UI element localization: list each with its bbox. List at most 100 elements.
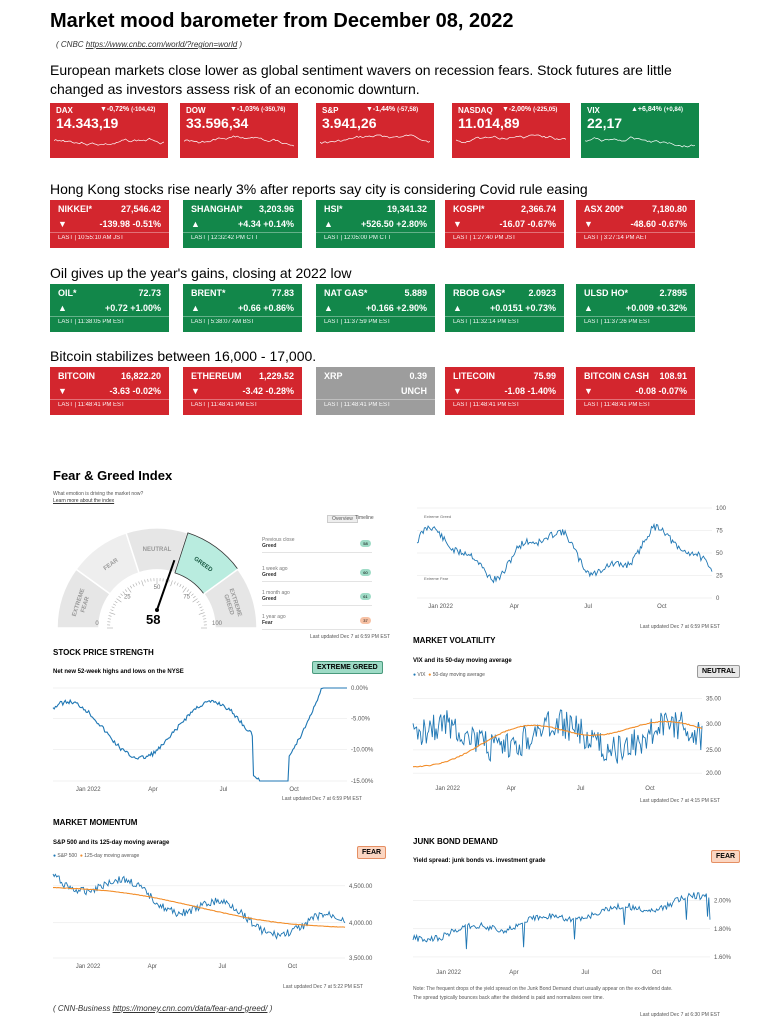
index-card-nasdaq[interactable]: NASDAQ ▼-2,00% (-225,05) 11.014,89 [452,103,570,158]
quote-price: 2.0923 [528,288,556,298]
quote-divider [576,232,695,233]
sp500-125day-ma-line [53,886,346,928]
quote-change: +0.0151 +0.73% [489,303,556,313]
gauge-scale-label: 0 [95,621,99,627]
quote-name: ETHEREUM [191,371,242,381]
quote-updated: LAST | 11:32:14 PM EST [453,319,520,325]
cnbc-link[interactable]: https://www.cnbc.com/world/?region=world [85,40,238,49]
quote-card-hsi[interactable]: HSI* 19,341.32 ▲ +526.50 +2.80% LAST | 12:05… [316,200,435,248]
gauge-tick [170,580,173,587]
gauge-tick [198,612,205,615]
quote-arrow-icon: ▲ [324,219,333,229]
quote-card-xrp[interactable]: XRP 0.39 UNCH LAST | 11:48:41 PM EST [316,367,435,415]
gauge-scale-label: 100 [212,621,223,627]
quote-updated: LAST | 11:48:41 PM EST [453,402,520,408]
quote-price: 77.83 [271,288,294,298]
x-tick-label: Jan 2022 [436,970,461,976]
stock-strength-chart: 0.00% -5.00% -10.00% -15.00% Jan 2022 Apr Jul O… [52,686,374,793]
gauge-scale-label: 50 [154,585,161,591]
quote-updated: LAST | 5:38:07 AM BST [191,319,255,325]
quote-card-brent[interactable]: BRENT* 77.83 ▲ +0.66 +0.86% LAST | 5:38:07 A… [183,284,302,332]
momentum-updated: Last updated Dec 7 at 5:22 PM EST [283,984,364,990]
quote-card-ethereum[interactable]: ETHEREUM 1,229.52 ▼ -3.42 -0.28% LAST | 11:4… [183,367,302,415]
index-card-dax[interactable]: DAX ▼-0,72% (-104,42) 14.343,19 [50,103,168,158]
quote-arrow-icon: ▲ [191,219,200,229]
quote-arrow-icon: ▲ [453,303,462,313]
y-tick-label: 75 [716,529,723,535]
quote-arrow-icon: ▼ [584,386,593,396]
history-rating: Greed [262,543,277,549]
quote-card-litecoin[interactable]: LITECOIN 75.99 ▼ -1.08 -1.40% LAST | 11:48:4… [445,367,564,415]
quote-card-oil[interactable]: OIL* 72.73 ▲ +0.72 +1.00% LAST | 11:38:05 PM… [50,284,169,332]
y-tick-label: 1.80% [714,927,732,933]
gauge-tick [110,609,114,611]
quote-name: RBOB GAS* [453,288,506,298]
gauge-tick [198,603,201,606]
quote-change: -1.08 -1.40% [504,386,556,396]
index-change: ▲+6,84% (+0,84) [631,106,684,113]
y-tick-label: 4,500.00 [349,884,373,890]
y-tick-label: -10.00% [351,747,374,753]
x-tick-label: Jul [577,786,585,792]
quote-name: ULSD HO* [584,288,629,298]
index-card-vix[interactable]: VIX ▲+6,84% (+0,84) 22,17 [581,103,699,158]
stock-strength-updated: Last updated Dec 7 at 6:59 PM EST [282,796,363,802]
history-label: 1 year ago [262,614,286,620]
quote-arrow-icon: ▼ [58,386,67,396]
learn-more-link[interactable]: Learn more about the index [53,498,115,504]
index-card-sp[interactable]: S&P ▼-1,44% (-57,58) 3.941,26 [316,103,434,158]
gauge-tick [107,618,111,620]
quote-card-kospi[interactable]: KOSPI* 2,366.74 ▼ -16.07 -0.67% LAST | 1:27:… [445,200,564,248]
quote-change: +526.50 +2.80% [360,219,427,229]
junk-note-2: The spread typically bounces back after … [413,995,604,1001]
history-label: 1 week ago [262,566,288,572]
fear-greed-value: 58 [146,612,161,627]
tab-overview[interactable]: Overview [327,515,358,523]
x-tick-label: Jan 2022 [76,964,101,970]
x-tick-label: Oct [652,970,662,976]
quote-card-nikkei[interactable]: NIKKEI* 27,546.42 ▼ -139.98 -0.51% LAST | 10… [50,200,169,248]
quote-card-shanghai[interactable]: SHANGHAI* 3,203.96 ▲ +4.34 +0.14% LAST | 12:… [183,200,302,248]
quote-card-natgas[interactable]: NAT GAS* 5.889 ▲ +0.166 +2.90% LAST | 11:37:… [316,284,435,332]
quote-name: KOSPI* [453,204,485,214]
quote-card-asx200[interactable]: ASX 200* 7,180.80 ▼ -48.60 -0.67% LAST | 3:2… [576,200,695,248]
x-tick-label: Oct [289,787,299,793]
stock-strength-title: STOCK PRICE STRENGTH [53,648,154,657]
stock-strength-subtitle: Net new 52-week highs and lows on the NY… [53,669,184,675]
quote-divider [576,399,695,400]
gauge-tick [191,593,194,597]
quote-card-ulsdho[interactable]: ULSD HO* 2.7895 ▲ +0.009 +0.32% LAST | 11:37… [576,284,695,332]
history-rating: Fear [262,620,273,626]
history-rating: Greed [262,596,277,602]
gauge-scale-label: 75 [183,594,190,600]
quote-change: -0.08 -0.07% [635,386,687,396]
quote-updated: LAST | 11:38:05 PM EST [58,319,125,325]
quote-arrow-icon: ▲ [58,303,67,313]
junk-updated: Last updated Dec 7 at 6:30 PM EST [640,1012,721,1018]
quote-arrow-icon: ▼ [584,219,593,229]
cnn-link[interactable]: https://money.cnn.com/data/fear-and-gree… [112,1004,268,1013]
x-tick-label: Jan 2022 [76,787,101,793]
quote-updated: LAST | 10:55:10 AM JST [58,235,124,241]
gauge-scale: 0 25 50 75 100 [95,578,223,629]
gauge-tick [122,591,126,594]
gauge-tick [165,578,167,582]
fear-greed-title: Fear & Greed Index [53,468,173,483]
sp500-line [52,873,346,940]
quote-divider [183,399,302,400]
y-tick-label: 25 [716,574,723,580]
gauge-segments [56,527,258,629]
gauge-tick [147,578,149,582]
volatility-subtitle: VIX and its 50-day moving average [413,658,512,664]
y-tick-label: 2.00% [714,899,732,905]
index-card-dow[interactable]: DOW ▼-1,03% (-350,76) 33.596,34 [180,103,298,158]
quote-divider [50,316,169,317]
history-row: 1 month ago Greed [262,590,290,602]
momentum-legend: ● S&P 500 ● 125-day moving average [53,853,140,859]
tab-timeline[interactable]: Timeline [355,515,374,521]
quote-name: BRENT* [191,288,226,298]
index-value: 3.941,26 [322,115,377,131]
quote-card-rbobgas[interactable]: RBOB GAS* 2.0923 ▲ +0.0151 +0.73% LAST | 11:… [445,284,564,332]
quote-card-bitcoin[interactable]: BITCOIN 16,822.20 ▼ -3.63 -0.02% LAST | 11:4… [50,367,169,415]
quote-card-bitcoincash[interactable]: BITCOIN CASH 108.91 ▼ -0.08 -0.07% LAST | 11… [576,367,695,415]
